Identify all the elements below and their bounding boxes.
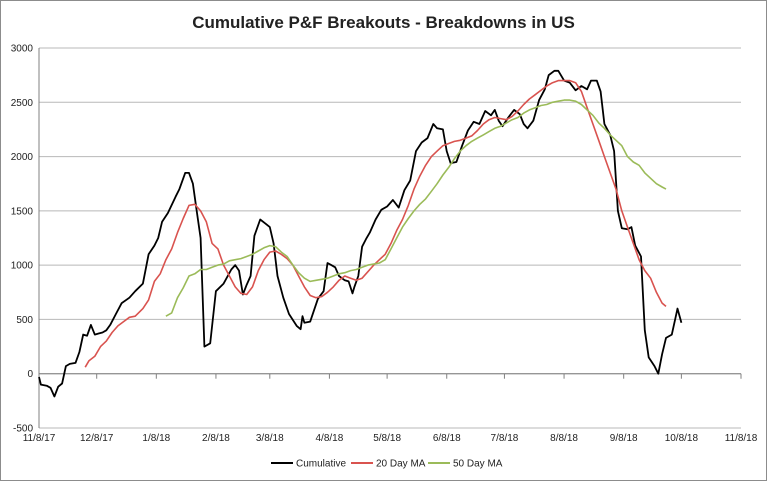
- series-line-cumulative: [38, 69, 683, 398]
- x-tick-label: 9/8/18: [610, 433, 638, 444]
- x-tick-label: 1/8/18: [142, 433, 170, 444]
- y-tick-label: 500: [16, 315, 33, 326]
- chart-title: Cumulative P&F Breakouts - Breakdowns in…: [192, 13, 575, 32]
- x-tick-label: 8/8/18: [550, 433, 578, 444]
- series-line-20-day-ma: [84, 79, 667, 368]
- x-tick-label: 6/8/18: [433, 433, 461, 444]
- legend-label: 50 Day MA: [453, 459, 503, 470]
- x-axis-ticks: 11/8/17 12/8/17 1/8/18 2/8/18 3/8/18 4/8/18 5/…: [23, 433, 758, 444]
- y-tick-label: 2000: [11, 152, 34, 163]
- axes: [38, 48, 742, 428]
- legend: Cumulative 20 Day MA 50 Day MA: [271, 459, 503, 470]
- gridlines: [39, 47, 741, 429]
- x-tick-label: 7/8/18: [491, 433, 519, 444]
- series-lines: [38, 69, 683, 398]
- series-line-50-day-ma: [165, 99, 667, 317]
- y-tick-label: 1500: [11, 206, 34, 217]
- y-tick-label: -500: [13, 424, 33, 435]
- legend-label: 20 Day MA: [376, 459, 426, 470]
- x-tick-label: 11/8/17: [23, 433, 56, 444]
- x-tick-label: 2/8/18: [202, 433, 230, 444]
- x-tick-label: 5/8/18: [373, 433, 401, 444]
- y-axis-ticks: -500 0 500 1000 1500 2000 2500 3000: [11, 44, 34, 435]
- y-tick-label: 2500: [11, 98, 34, 109]
- x-tick-label: 4/8/18: [316, 433, 344, 444]
- x-tick-label: 10/8/18: [665, 433, 699, 444]
- y-tick-label: 3000: [11, 44, 34, 55]
- x-tick-label: 12/8/17: [80, 433, 114, 444]
- legend-label: Cumulative: [296, 459, 346, 470]
- y-tick-label: 1000: [11, 261, 34, 272]
- x-tick-label: 3/8/18: [256, 433, 284, 444]
- x-tick-label: 11/8/18: [725, 433, 758, 444]
- y-tick-label: 0: [27, 369, 33, 380]
